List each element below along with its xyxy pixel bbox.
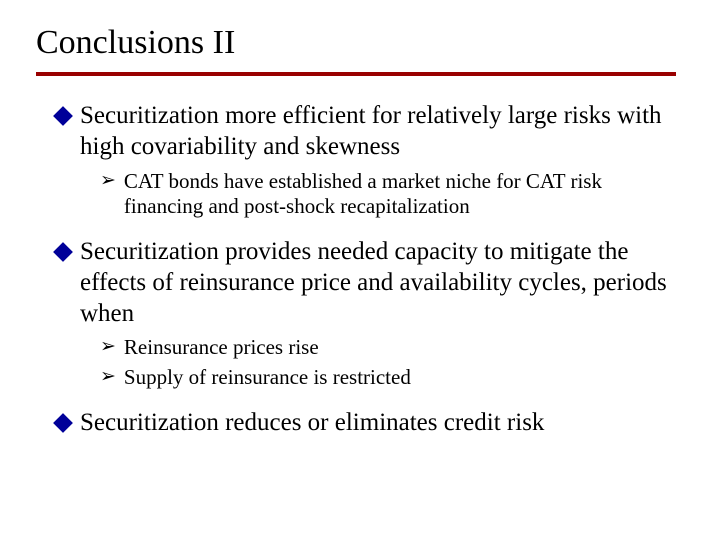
diamond-icon [56,416,70,435]
bullet-level1: Securitization more efficient for relati… [56,100,684,163]
diamond-icon [56,245,70,264]
bullet-text: Securitization more efficient for relati… [80,100,684,163]
diamond-icon [56,109,70,128]
bullet-group: Securitization reduces or eliminates cre… [56,407,684,438]
slide-content: Securitization more efficient for relati… [36,100,684,438]
sub-bullet-text: CAT bonds have established a market nich… [124,169,684,220]
sub-bullet-text: Supply of reinsurance is restricted [124,365,411,391]
sub-list: ➢ CAT bonds have established a market ni… [56,169,684,220]
sub-list: ➢ Reinsurance prices rise ➢ Supply of re… [56,335,684,390]
bullet-level2: ➢ Supply of reinsurance is restricted [100,365,684,391]
chevron-icon: ➢ [100,169,116,193]
sub-bullet-text: Reinsurance prices rise [124,335,319,361]
bullet-level2: ➢ Reinsurance prices rise [100,335,684,361]
slide-title: Conclusions II [36,24,684,62]
bullet-level1: Securitization provides needed capacity … [56,236,684,330]
chevron-icon: ➢ [100,365,116,389]
title-rule [36,72,676,76]
bullet-text: Securitization reduces or eliminates cre… [80,407,544,438]
chevron-icon: ➢ [100,335,116,359]
bullet-level1: Securitization reduces or eliminates cre… [56,407,684,438]
slide: Conclusions II Securitization more effic… [0,0,720,540]
bullet-text: Securitization provides needed capacity … [80,236,684,330]
bullet-group: Securitization provides needed capacity … [56,236,684,391]
bullet-group: Securitization more efficient for relati… [56,100,684,220]
bullet-level2: ➢ CAT bonds have established a market ni… [100,169,684,220]
